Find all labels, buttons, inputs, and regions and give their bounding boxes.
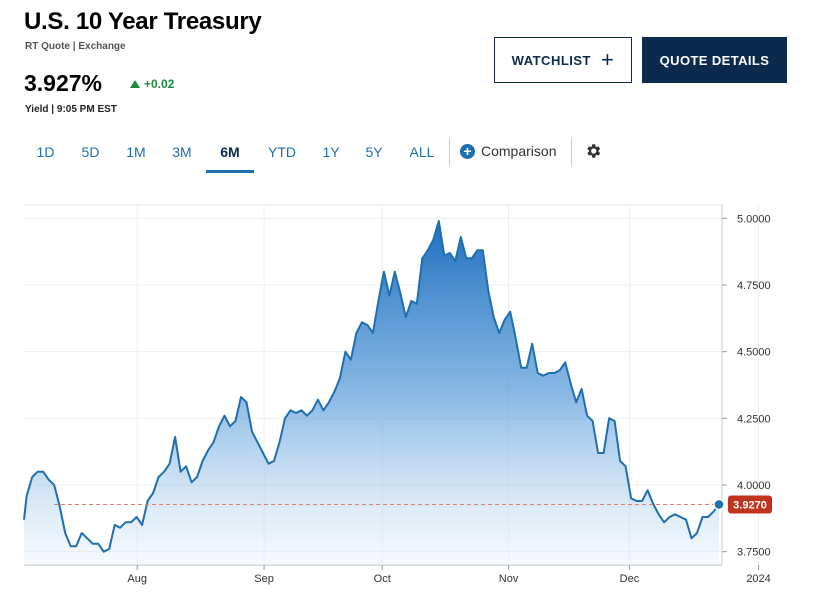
x-tick-label: Aug bbox=[127, 573, 147, 585]
last-point-marker bbox=[713, 498, 725, 511]
quote-source: RT Quote | Exchange bbox=[25, 41, 126, 52]
x-tick-label: 2024 bbox=[746, 573, 770, 585]
last-value-label: 3.9270 bbox=[733, 499, 767, 511]
y-tick-label: 4.2500 bbox=[737, 413, 771, 425]
range-all[interactable]: ALL bbox=[409, 144, 435, 160]
y-tick-label: 4.0000 bbox=[737, 480, 771, 492]
comparison-button[interactable]: + Comparison bbox=[460, 143, 556, 159]
x-tick-label: Oct bbox=[374, 573, 391, 585]
change-value: +0.02 bbox=[144, 77, 175, 91]
price-change: +0.02 bbox=[130, 77, 174, 91]
divider bbox=[571, 138, 572, 166]
range-1y[interactable]: 1Y bbox=[322, 144, 340, 160]
divider bbox=[449, 138, 450, 166]
gear-icon[interactable] bbox=[584, 142, 602, 160]
x-tick-label: Dec bbox=[620, 573, 640, 585]
y-tick-label: 5.0000 bbox=[737, 213, 771, 225]
comparison-label: Comparison bbox=[481, 143, 557, 159]
series-area bbox=[24, 221, 719, 565]
plus-circle-icon: + bbox=[460, 143, 475, 159]
series-line bbox=[23, 220, 720, 553]
x-tick-label: Sep bbox=[254, 573, 274, 585]
range-1m[interactable]: 1M bbox=[126, 144, 146, 160]
y-tick-label: 3.7500 bbox=[737, 547, 771, 559]
last-value-badge bbox=[728, 495, 772, 514]
y-tick-label: 4.7500 bbox=[737, 280, 771, 292]
range-1d[interactable]: 1D bbox=[36, 144, 55, 160]
x-tick-label: Nov bbox=[499, 573, 519, 585]
watchlist-label: WATCHLIST bbox=[511, 52, 591, 68]
range-3m[interactable]: 3M bbox=[172, 144, 192, 160]
range-6m[interactable]: 6M bbox=[206, 138, 254, 173]
yield-chart[interactable]: 3.7500 4.0000 4.2500 4.5000 4.7500 5.0000 Aug S… bbox=[0, 195, 821, 595]
page-title: U.S. 10 Year Treasury bbox=[24, 8, 262, 35]
watchlist-button[interactable]: WATCHLIST + bbox=[494, 37, 632, 83]
range-5y[interactable]: 5Y bbox=[365, 144, 383, 160]
yield-timestamp: Yield | 9:05 PM EST bbox=[25, 104, 117, 115]
plus-icon: + bbox=[601, 47, 615, 72]
quote-details-button[interactable]: QUOTE DETAILS bbox=[642, 37, 787, 83]
range-ytd[interactable]: YTD bbox=[268, 144, 296, 160]
range-5d[interactable]: 5D bbox=[81, 144, 100, 160]
y-tick-label: 4.5000 bbox=[737, 347, 771, 359]
up-arrow-icon bbox=[130, 80, 140, 88]
price-value: 3.927% bbox=[24, 70, 103, 96]
range-selector: 1D 5D 1M 3M 6M YTD 1Y 5Y ALL bbox=[24, 138, 448, 173]
